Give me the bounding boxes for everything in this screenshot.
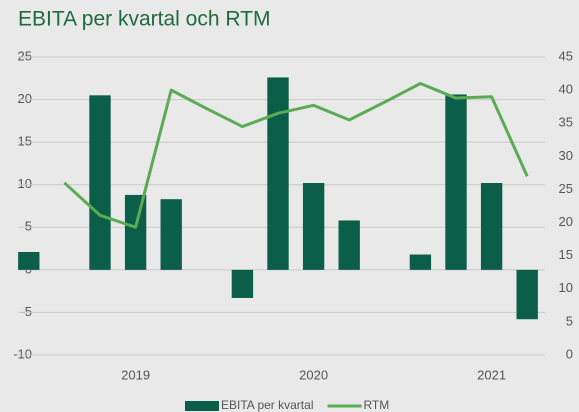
y2-tick-label: 25 xyxy=(559,181,573,196)
y2-tick-label: 20 xyxy=(559,214,573,229)
bar xyxy=(231,269,254,298)
bar xyxy=(302,183,325,270)
chart-title: EBITA per kvartal och RTM xyxy=(18,8,270,31)
y2-tick-label: 35 xyxy=(559,115,573,130)
y-tick-label: -10 xyxy=(13,346,32,361)
y2-tick-label: 10 xyxy=(559,280,573,295)
y-tick-label: 25 xyxy=(18,48,32,63)
y-tick-label: 20 xyxy=(18,91,32,106)
bar xyxy=(445,94,467,270)
y-tick-label: 15 xyxy=(18,134,32,149)
x-tick-label: 2020 xyxy=(299,367,328,382)
bar xyxy=(89,95,111,270)
y2-tick-label: 5 xyxy=(566,313,573,328)
bar xyxy=(338,220,360,270)
bar xyxy=(160,199,182,270)
y2-tick-label: 15 xyxy=(559,247,573,262)
bar xyxy=(516,269,538,320)
bar xyxy=(18,251,40,270)
bar xyxy=(124,194,147,270)
line xyxy=(63,81,529,229)
bar xyxy=(480,183,503,270)
y2-tick-label: 40 xyxy=(559,82,573,97)
x-tick-label: 2019 xyxy=(121,367,150,382)
y2-tick-label: 45 xyxy=(559,48,573,63)
y2-tick-label: 30 xyxy=(559,148,573,163)
y-tick-label: 10 xyxy=(18,176,32,191)
legend-swatch xyxy=(185,401,219,411)
legend-label: EBITA per kvartal xyxy=(221,398,313,412)
bar xyxy=(267,77,289,270)
y-tick-label: -5 xyxy=(20,304,32,319)
legend-label: RTM xyxy=(363,398,389,412)
x-tick-label: 2021 xyxy=(477,367,506,382)
y-tick-label: 5 xyxy=(25,219,32,234)
y2-tick-label: 0 xyxy=(566,346,573,361)
bar xyxy=(409,254,432,270)
